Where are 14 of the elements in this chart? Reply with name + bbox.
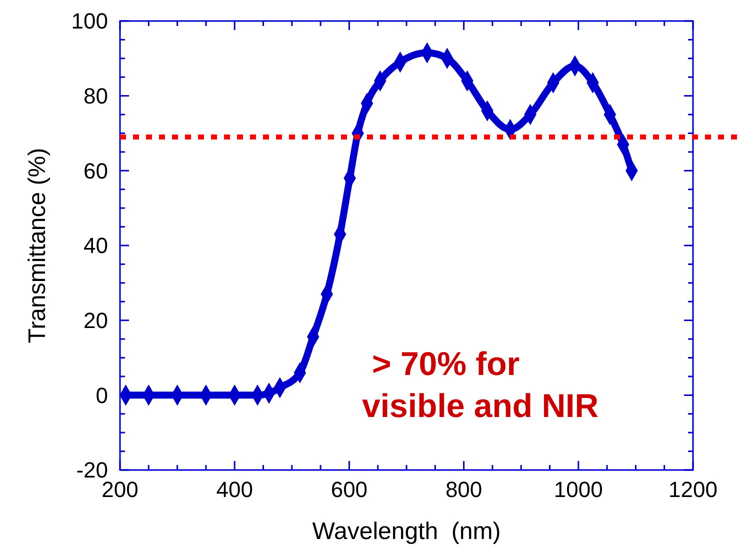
y-axis-title: Transmittance (%)	[24, 148, 51, 344]
x-tick-label: 400	[216, 477, 253, 502]
y-tick-label: 60	[84, 158, 108, 184]
annotation: > 70% for visible and NIR	[362, 345, 599, 424]
x-axis-title: Wavelength (nm)	[312, 518, 501, 545]
y-tick-label: 40	[84, 233, 108, 258]
y-tick-label: 100	[71, 8, 108, 34]
y-tick-label: 0	[96, 382, 108, 408]
x-tick-label: 600	[330, 477, 368, 502]
x-tick-label: 800	[445, 477, 482, 502]
x-tick-label: 1200	[668, 477, 718, 502]
y-tick-label: 80	[84, 84, 108, 109]
y-tick-label: 20	[84, 308, 108, 334]
x-tick-label: 1000	[554, 477, 603, 502]
